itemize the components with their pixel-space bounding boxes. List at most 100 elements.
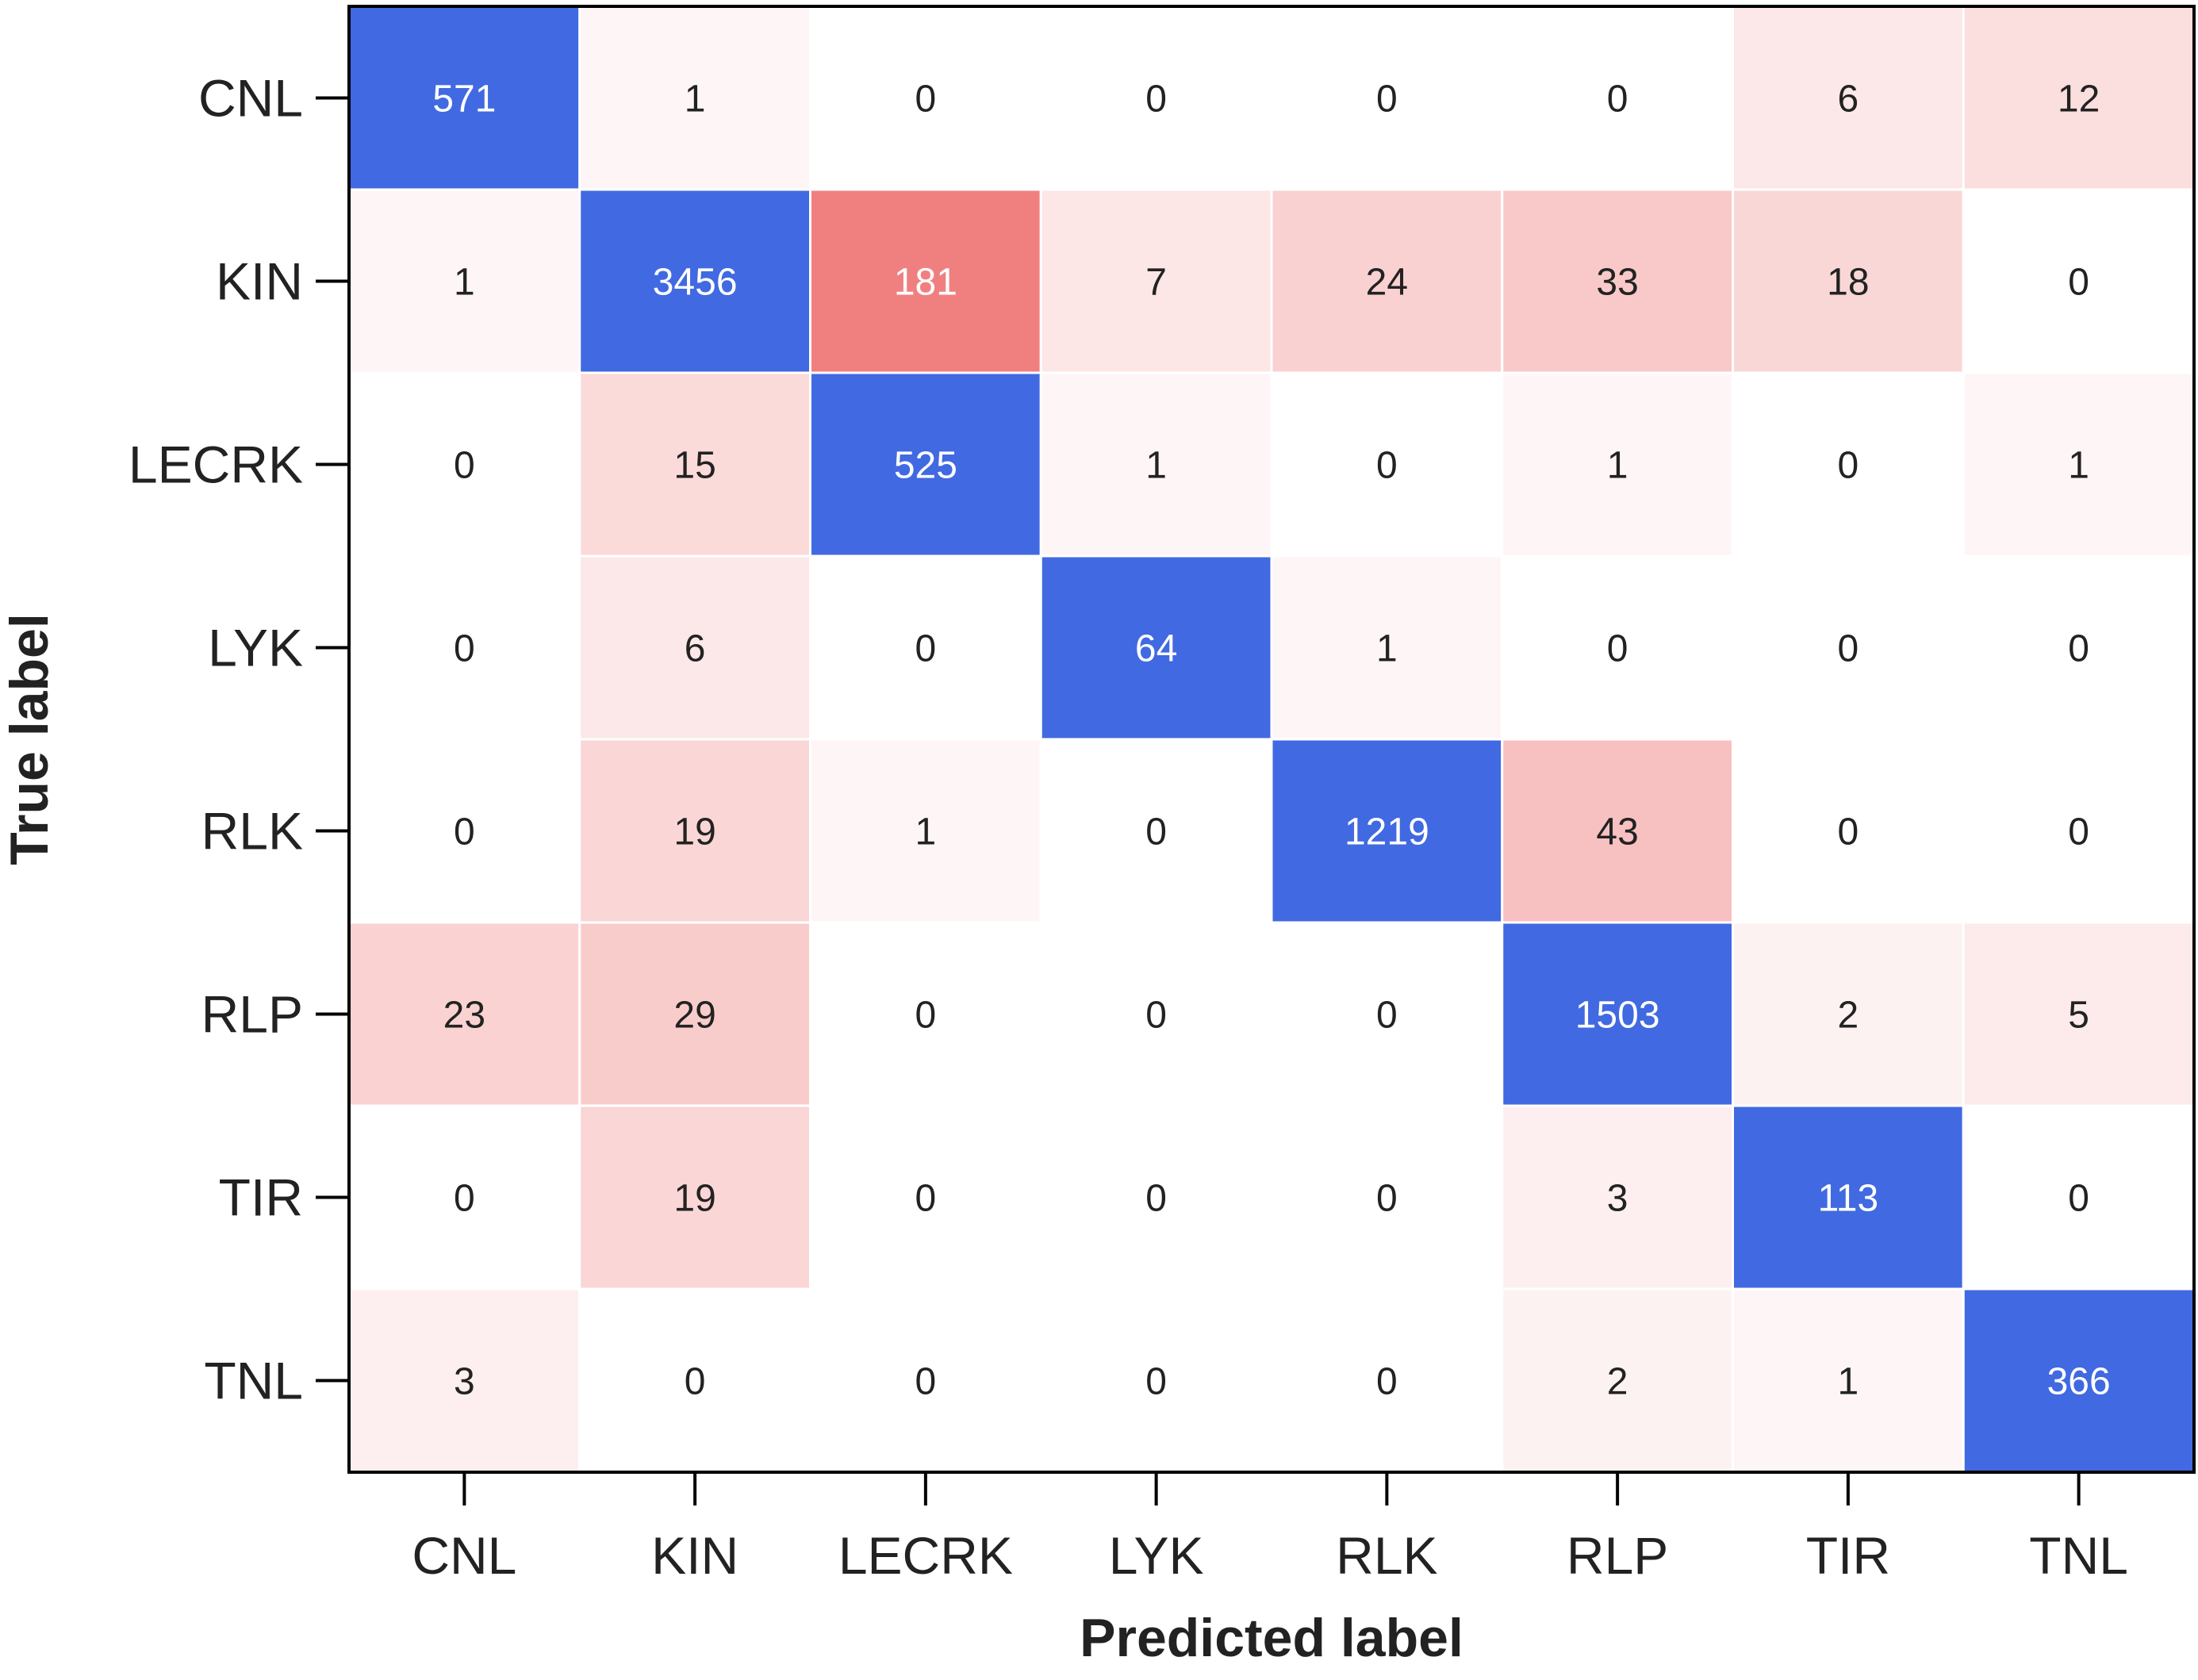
cell-value-lyk-kin: 6 [685, 628, 706, 670]
cell-value-tir-rlk: 0 [1376, 1178, 1398, 1220]
cell-value-kin-rlk: 24 [1366, 262, 1408, 304]
heatmap-cell-rlk-rlk [1270, 738, 1504, 924]
cell-value-lecrk-rlk: 0 [1376, 445, 1398, 487]
x-tick-label-lecrk: LECRK [838, 1526, 1013, 1585]
heatmap-cell-lecrk-cnl [347, 371, 581, 558]
y-tick-label-rlk: RLK [201, 802, 303, 861]
cell-value-rlk-rlp: 43 [1596, 811, 1638, 853]
heatmap-cell-cnl-tnl [1962, 5, 2196, 191]
heatmap-cell-rlk-tnl [1962, 738, 2196, 924]
cell-value-tnl-cnl: 3 [454, 1361, 475, 1403]
heatmap-cells [347, 5, 2196, 1474]
y-axis-title: True label [0, 613, 59, 865]
y-tick-label-tir: TIR [219, 1168, 303, 1227]
heatmap-cell-rlk-lyk [1039, 738, 1273, 924]
cell-value-cnl-cnl: 571 [432, 79, 496, 121]
cell-value-lyk-tir: 0 [1838, 628, 1859, 670]
cell-value-cnl-tnl: 12 [2058, 79, 2100, 121]
cell-value-kin-lyk: 7 [1145, 262, 1167, 304]
cell-value-kin-kin: 3456 [653, 262, 738, 304]
heatmap-cell-kin-tnl [1962, 188, 2196, 374]
x-tick-label-tnl: TNL [2029, 1526, 2128, 1585]
cell-value-rlp-lecrk: 0 [915, 995, 937, 1037]
cell-value-cnl-lyk: 0 [1145, 79, 1167, 121]
cell-value-rlp-rlp: 1503 [1575, 995, 1660, 1037]
heatmap-cell-cnl-rlp [1501, 5, 1734, 191]
cell-value-tnl-rlp: 2 [1607, 1361, 1628, 1403]
cell-value-rlp-tnl: 5 [2068, 995, 2089, 1037]
cell-value-cnl-kin: 1 [685, 79, 706, 121]
cell-value-tir-lyk: 0 [1145, 1178, 1167, 1220]
cell-value-lecrk-tir: 0 [1838, 445, 1859, 487]
cell-value-kin-rlp: 33 [1596, 262, 1638, 304]
cell-value-tir-lecrk: 0 [915, 1178, 937, 1220]
heatmap-cell-kin-rlk [1270, 188, 1504, 374]
x-tick-label-rlk: RLK [1336, 1526, 1437, 1585]
cell-value-lecrk-kin: 15 [673, 445, 715, 487]
cell-value-tir-tnl: 0 [2068, 1178, 2089, 1220]
x-tick-label-rlp: RLP [1567, 1526, 1668, 1585]
cell-value-cnl-rlk: 0 [1376, 79, 1398, 121]
cell-value-rlk-lyk: 0 [1145, 811, 1167, 853]
heatmap-cell-kin-rlp [1501, 188, 1734, 374]
heatmap-cell-lecrk-rlk [1270, 371, 1504, 558]
y-tick-label-rlp: RLP [201, 985, 303, 1044]
cell-value-cnl-rlp: 0 [1607, 79, 1628, 121]
cell-value-tir-tir: 113 [1818, 1178, 1879, 1220]
cell-value-tnl-lyk: 0 [1145, 1361, 1167, 1403]
cell-value-lyk-lecrk: 0 [915, 628, 937, 670]
heatmap-cell-cnl-cnl [347, 5, 581, 191]
y-axis-ticks: CNL KIN LECRK LYK RLK RLP TIR TNL [129, 69, 349, 1410]
heatmap-cell-tnl-rlk [1270, 1287, 1504, 1474]
heatmap-cell-lyk-rlk [1270, 554, 1504, 741]
cell-value-rlp-rlk: 0 [1376, 995, 1398, 1037]
cell-value-kin-cnl: 1 [454, 262, 475, 304]
cell-value-lyk-rlk: 1 [1376, 628, 1398, 670]
x-tick-label-cnl: CNL [412, 1526, 516, 1585]
cell-value-rlk-tnl: 0 [2068, 811, 2089, 853]
y-tick-label-lecrk: LECRK [129, 435, 303, 494]
cell-value-rlp-cnl: 23 [443, 995, 485, 1037]
cell-value-tir-rlp: 3 [1607, 1178, 1628, 1220]
cell-value-lecrk-cnl: 0 [454, 445, 475, 487]
x-tick-label-lyk: LYK [1109, 1526, 1204, 1585]
heatmap-cell-rlk-tir [1732, 738, 1965, 924]
heatmap-cell-rlp-rlk [1270, 921, 1504, 1107]
y-tick-label-tnl: TNL [204, 1352, 303, 1410]
heatmap-cell-kin-lyk [1039, 188, 1273, 374]
heatmap-cell-rlp-tnl [1962, 921, 2196, 1107]
cell-value-rlp-kin: 29 [673, 995, 715, 1037]
cell-value-tir-kin: 19 [673, 1178, 715, 1220]
heatmap-cell-lecrk-tir [1732, 371, 1965, 558]
heatmap-cell-labels: 571 1 0 0 0 0 6 121 3456 181 7 24 33 18 00 15 525 1 0 1 0 10 6… [432, 79, 2110, 1403]
cell-value-rlk-kin: 19 [673, 811, 715, 853]
cell-value-tnl-kin: 0 [685, 1361, 706, 1403]
heatmap-cell-cnl-rlk [1270, 5, 1504, 191]
cell-value-tnl-tir: 1 [1838, 1361, 1859, 1403]
heatmap-cell-lecrk-rlp [1501, 371, 1734, 558]
cell-value-rlp-lyk: 0 [1145, 995, 1167, 1037]
y-tick-label-lyk: LYK [208, 619, 303, 677]
heatmap-cell-rlk-lecrk [809, 738, 1042, 924]
cell-value-tnl-rlk: 0 [1376, 1361, 1398, 1403]
x-axis-title: Predicted label [1080, 1608, 1463, 1668]
cell-value-kin-tir: 18 [1827, 262, 1869, 304]
heatmap-cell-tir-tir [1732, 1104, 1965, 1291]
heatmap-cell-rlp-lecrk [809, 921, 1042, 1107]
heatmap-cell-tnl-lecrk [809, 1287, 1042, 1474]
heatmap-cell-cnl-lyk [1039, 5, 1273, 191]
heatmap-cell-rlp-kin [578, 921, 811, 1107]
cell-value-tnl-lecrk: 0 [915, 1361, 937, 1403]
heatmap-cell-lyk-tir [1732, 554, 1965, 741]
cell-value-tir-cnl: 0 [454, 1178, 475, 1220]
heatmap-cell-lecrk-lecrk [809, 371, 1042, 558]
x-tick-label-tir: TIR [1806, 1526, 1890, 1585]
cell-value-lecrk-rlp: 1 [1607, 445, 1628, 487]
cell-value-rlk-tir: 0 [1838, 811, 1859, 853]
cell-value-lyk-lyk: 64 [1135, 628, 1177, 670]
heatmap-cell-rlp-rlp [1501, 921, 1734, 1107]
heatmap-cell-tir-rlp [1501, 1104, 1734, 1291]
x-tick-label-kin: KIN [651, 1526, 738, 1585]
heatmap-cell-lyk-lyk [1039, 554, 1273, 741]
